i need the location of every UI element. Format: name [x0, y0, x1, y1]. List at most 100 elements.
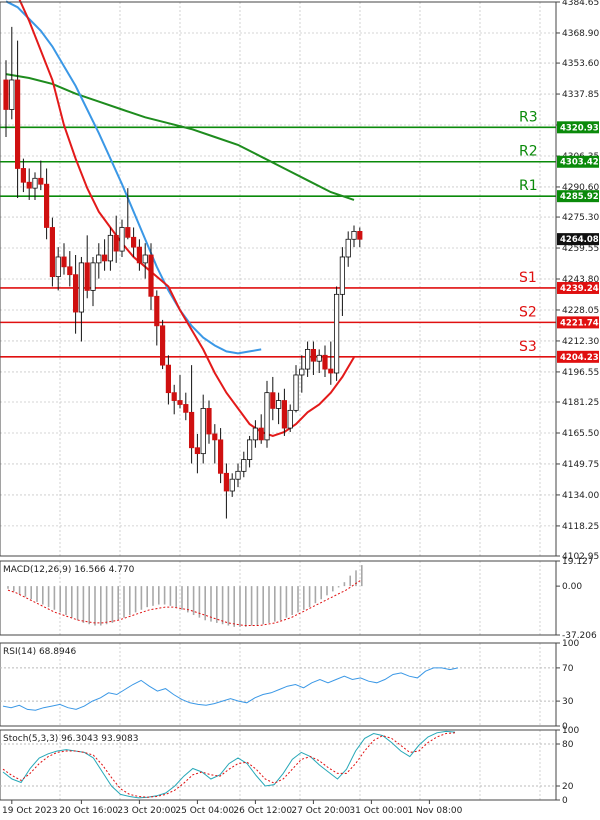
panel-tick-label: -37.206 [562, 631, 597, 641]
candle-body [55, 256, 61, 278]
candle-body [61, 256, 67, 268]
candle-body [357, 231, 363, 240]
level-tag-bg [557, 155, 599, 168]
candle-body [154, 295, 160, 327]
y-tick-label: 4102.95 [562, 552, 599, 562]
ma-blue-line [5, 0, 262, 355]
candle-body [241, 459, 247, 472]
candle-body [3, 79, 9, 110]
current-price-tag-bg [557, 233, 599, 246]
candle-body [223, 472, 229, 492]
candle-body [212, 433, 218, 441]
time-axis: 19 Oct 2023 20 Oct 16:00 23 Oct 20:00 25 Oc… [2, 800, 463, 816]
current-price-tag: 4264.08 [560, 235, 599, 245]
candle-body [96, 254, 102, 264]
candle-body [177, 400, 183, 405]
level-tag: 4204.23 [560, 353, 599, 363]
y-tick-label: 4259.55 [562, 244, 599, 254]
candle-body [67, 266, 73, 276]
level-tag: 4221.74 [560, 318, 599, 328]
panel-tick-label: 80 [562, 740, 574, 750]
candle-body [287, 409, 293, 429]
candle-body [229, 478, 235, 492]
candle-body [73, 274, 79, 313]
y-tick-label: 4181.25 [562, 398, 599, 408]
panel-tick-label: 100 [562, 639, 579, 649]
level-label-r1: R1 [519, 178, 538, 194]
candle-body [44, 183, 50, 228]
candle-body [275, 400, 282, 409]
macd-panel: 19.127 0.00 -37.206 MACD(12,26,9) 16.566 4.… [0, 557, 597, 641]
level-tag-bg [557, 281, 599, 294]
level-tag-bg [557, 121, 599, 134]
y-tick-label: 4165.50 [562, 429, 599, 439]
level-tag-bg [557, 350, 599, 363]
panel-tick-label: 20 [562, 782, 574, 792]
level-label-r3: R3 [519, 109, 538, 125]
axes: 4384.654368.904353.604337.854322.104306.… [0, 0, 599, 562]
candle-body [206, 408, 212, 435]
moving-averages [5, 0, 355, 437]
candle-body [304, 349, 311, 370]
candle-body [252, 427, 258, 441]
candle-body [194, 447, 200, 455]
candle-body [281, 400, 288, 429]
panel-frame [0, 729, 557, 801]
level-tag-bg [557, 190, 599, 203]
panel-tick-label: 30 [562, 697, 574, 707]
candle-body [339, 256, 346, 295]
candle-body [171, 392, 177, 401]
candle-body [136, 246, 142, 264]
x-tick-label: 31 Oct 00:00 [349, 806, 408, 816]
level-tag: 4239.24 [560, 284, 599, 294]
x-tick-label: 20 Oct 16:00 [59, 806, 118, 816]
candle-body [107, 234, 113, 262]
candle-body [165, 364, 171, 394]
panel-tick-label: 100 [562, 726, 579, 736]
candle-body [38, 177, 44, 185]
level-label-s2: S2 [519, 304, 537, 320]
candle-body [264, 392, 270, 441]
panel-tick-label: 19.127 [562, 557, 594, 567]
candle-body [113, 234, 119, 252]
candle-body [316, 354, 322, 362]
x-tick-label: 26 Oct 12:00 [233, 806, 292, 816]
x-tick-label: 23 Oct 20:00 [117, 806, 176, 816]
x-tick-label: 27 Oct 20:00 [291, 806, 350, 816]
candle-body [293, 374, 299, 411]
candlesticks [3, 26, 363, 519]
candle-body [130, 236, 137, 248]
candle-body [188, 411, 195, 449]
candle-body [32, 177, 38, 189]
price-tags: 4320.93 4303.42 4285.92 4239.24 4221.74 4204.… [557, 121, 599, 363]
y-tick-label: 4228.05 [562, 306, 599, 316]
candle-body [84, 262, 90, 291]
candle-body [270, 392, 276, 409]
candle-body [351, 231, 357, 240]
support-resistance-levels: R3 R2 R1 S1 S2 S3 [0, 109, 556, 358]
candle-body [102, 254, 108, 262]
y-tick-label: 4337.85 [562, 90, 599, 100]
level-tag: 4320.93 [560, 123, 599, 133]
candle-body [148, 254, 154, 297]
candle-body [78, 262, 84, 313]
level-label-s3: S3 [519, 339, 537, 355]
panel-title: RSI(14) 68.8946 [3, 647, 76, 657]
macd-signal-line [7, 579, 363, 626]
stoch-d-line [2, 732, 456, 798]
x-tick-label: 25 Oct 04:00 [175, 806, 234, 816]
candle-body [49, 227, 56, 278]
y-tick-label: 4212.30 [562, 337, 599, 347]
panel-tick-label: 0 [562, 722, 568, 732]
panel-title: Stoch(5,3,3) 96.3043 93.9083 [3, 734, 138, 744]
level-label-s1: S1 [519, 270, 537, 286]
candle-body [142, 254, 148, 264]
candle-body [235, 470, 241, 480]
rsi-panel: 100 70 30 0 RSI(14) 68.8946 [0, 639, 579, 732]
y-tick-label: 4290.60 [562, 183, 599, 193]
candle-body [200, 408, 206, 455]
panel-tick-label: 0 [562, 796, 568, 806]
y-tick-label: 4134.00 [562, 491, 599, 501]
candle-body [345, 238, 351, 258]
candle-body [119, 227, 125, 252]
